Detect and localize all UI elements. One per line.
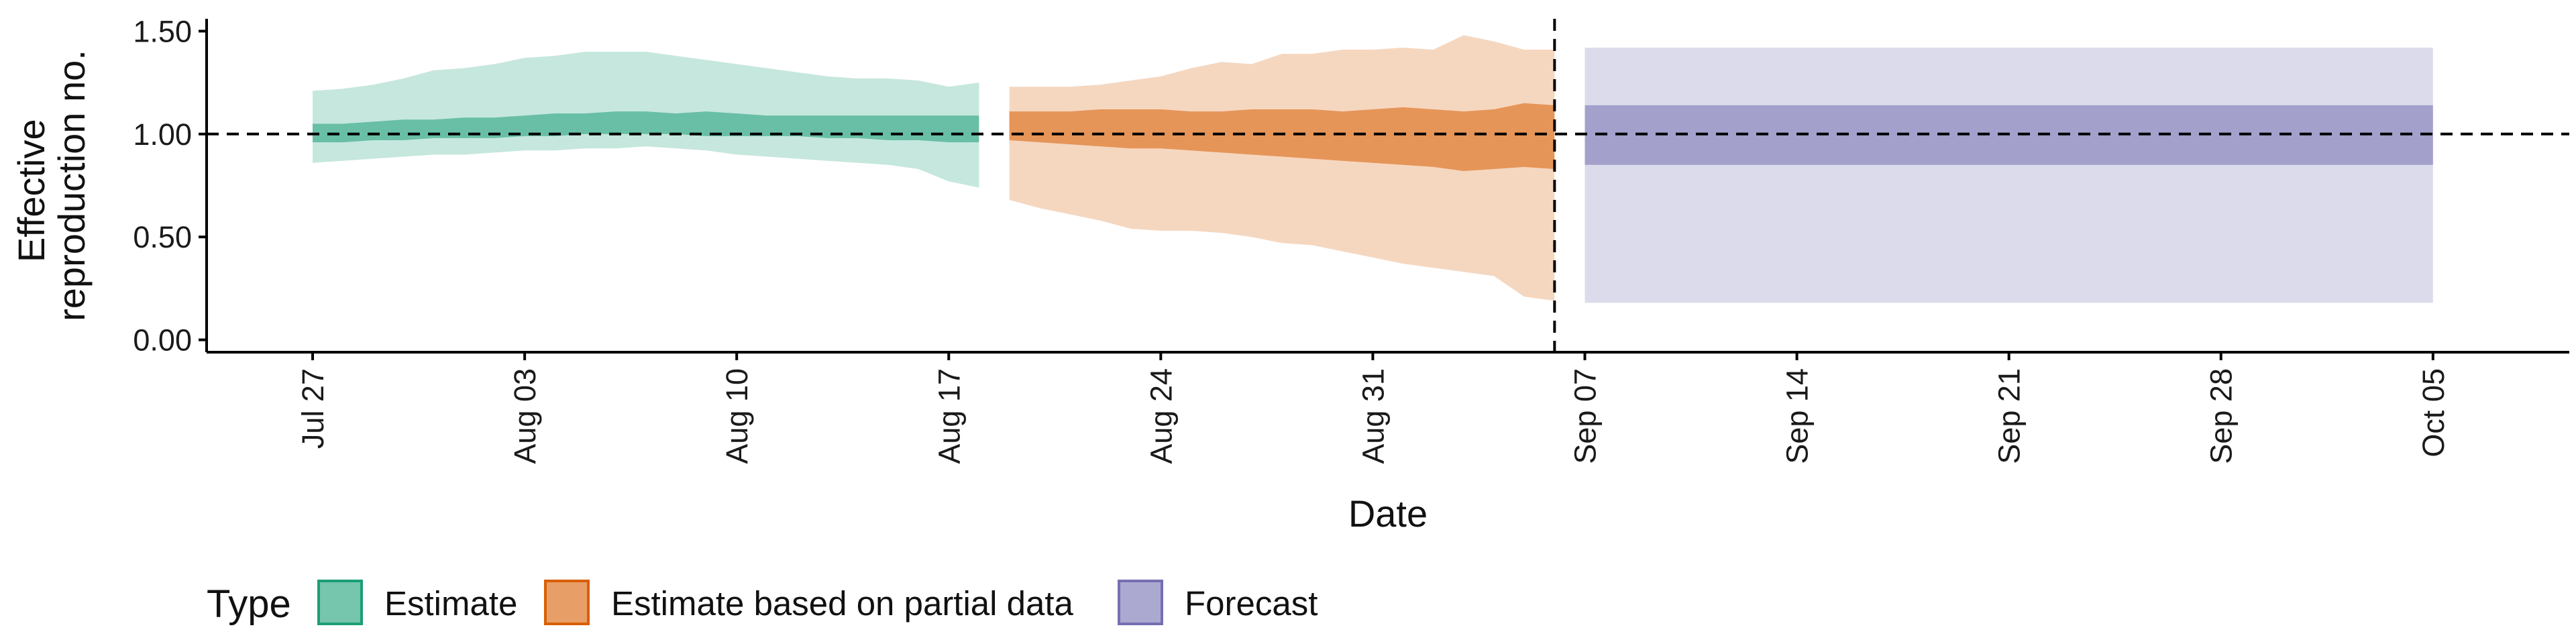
x-tick-label: Aug 17 xyxy=(932,368,966,464)
x-tick-label: Aug 10 xyxy=(720,368,754,464)
y-tick-label: 1.50 xyxy=(133,14,192,48)
ribbon-outer-forecast xyxy=(1585,48,2433,303)
axes: 0.00 0.50 1.00 1.50 Jul 27 Aug 03 Aug 10 Aug 1… xyxy=(133,14,2569,464)
legend-label-forecast: Forecast xyxy=(1185,584,1318,623)
legend-label-estimate: Estimate xyxy=(384,584,517,623)
y-axis-title-line-1: Effective xyxy=(10,119,52,262)
x-tick-label: Jul 27 xyxy=(296,368,330,449)
y-tick-label: 1.00 xyxy=(133,117,192,152)
x-tick-label: Sep 28 xyxy=(2204,368,2239,464)
x-tick-label: Aug 31 xyxy=(1356,368,1390,464)
y-axis-ticks: 0.00 0.50 1.00 1.50 xyxy=(133,14,207,358)
x-tick-label: Aug 03 xyxy=(508,368,542,464)
plot-area xyxy=(207,19,2569,352)
x-tick-label: Sep 14 xyxy=(1780,368,1815,464)
legend-label-estimate-based-on-partial-data: Estimate based on partial data xyxy=(611,584,1074,623)
x-tick-label: Aug 24 xyxy=(1144,368,1178,464)
y-tick-label: 0.00 xyxy=(133,323,192,358)
legend-title: Type xyxy=(207,582,291,626)
x-axis-title: Date xyxy=(1348,492,1428,535)
x-tick-label: Sep 07 xyxy=(1568,368,1603,464)
ribbon-inner-estimate-based-on-partial-data xyxy=(1009,103,1555,171)
x-tick-label: Oct 05 xyxy=(2416,368,2451,458)
legend: Type Estimate Estimate based on partial d… xyxy=(207,580,1318,626)
legend-key-forecast xyxy=(1118,580,1163,625)
y-axis-title: Effective reproduction no. xyxy=(10,50,93,321)
x-tick-label: Sep 21 xyxy=(1992,368,2027,464)
y-tick-label: 0.50 xyxy=(133,220,192,254)
ribbon-outer-estimate-based-on-partial-data xyxy=(1009,35,1555,301)
legend-key-estimate xyxy=(317,580,363,625)
legend-key-estimate-based-on-partial-data xyxy=(544,580,590,625)
x-axis-ticks: Jul 27 Aug 03 Aug 10 Aug 17 Aug 24 Aug 31 Sep … xyxy=(296,352,2451,464)
y-axis-title-line-2: reproduction no. xyxy=(50,50,93,321)
ribbon-layer xyxy=(313,35,2433,303)
